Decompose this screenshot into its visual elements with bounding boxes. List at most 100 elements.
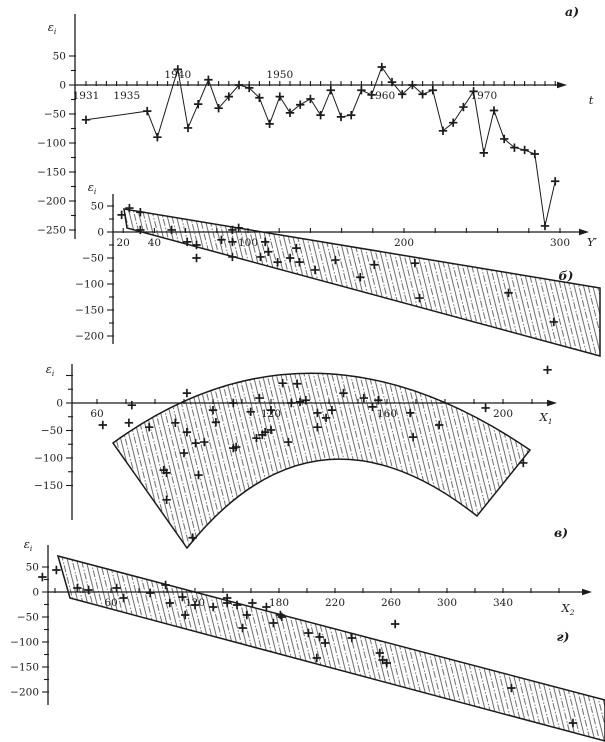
data-point-marker [136,225,145,235]
data-point-marker [161,580,170,590]
x-tick-label: 60 [90,408,103,420]
x-tick-label: 220 [325,597,345,609]
x-tick-label: 40 [148,237,161,249]
x-tick-label: 200 [493,408,513,420]
x-tick-label: 1960 [368,90,395,102]
y-tick-label: −150 [10,662,39,674]
data-point-marker [519,458,528,468]
data-point-marker [255,93,264,102]
data-point-marker [500,134,509,144]
x-tick-label: 160 [377,408,397,420]
data-point-marker [549,317,558,327]
x-axis-label: Y′ [587,235,598,249]
data-point-marker [234,223,243,233]
data-point-marker [143,106,152,116]
y-tick-label: −150 [34,480,63,492]
data-point-marker [232,442,241,452]
data-point-marker [208,405,218,415]
data-point-marker [321,638,330,648]
y-axis-label: εi [24,537,33,553]
x-axis-arrow-icon [557,81,567,89]
data-point-marker [84,585,93,595]
x-tick-label: 1935 [113,90,140,102]
x-axis-label: t [589,93,594,107]
data-point-marker [284,437,293,447]
data-point-marker [278,379,287,388]
scatter-points [38,565,578,728]
y-tick-label: 0 [32,587,39,599]
confidence-band-fill [58,556,605,741]
x-axis-label: X2 [561,601,575,617]
data-point-marker [327,405,337,415]
x-tick-label: 1970 [470,90,497,102]
data-point-marker [370,260,379,269]
data-point-marker [228,252,237,262]
data-point-marker [375,648,384,658]
panel-a: 50 0 −50 −100 −150 −200 −250 1931 1935 1940 1950 19… [37,4,594,239]
data-point-marker [285,253,295,263]
data-point-marker [295,397,305,407]
data-point-marker [256,252,265,262]
data-point-marker [178,592,187,602]
data-point-marker [73,583,82,593]
data-point-marker [273,257,282,267]
x-tick-label: 340 [493,597,513,609]
data-point-marker [507,683,516,693]
data-point-marker [171,418,180,427]
data-point-marker [312,653,321,663]
data-point-marker [331,255,340,265]
data-point-marker [469,87,478,96]
data-point-marker [228,237,237,247]
data-point-marker [287,398,296,408]
data-point-marker [540,221,550,231]
data-point-marker [359,393,368,403]
x-tick-label: 1931 [73,90,100,102]
data-point-marker [551,177,560,186]
data-point-marker [190,600,200,610]
y-axis-label: εi [88,180,97,196]
x-axis-arrow-icon [579,228,589,236]
data-point-marker [229,398,238,408]
data-point-marker [481,403,490,413]
data-point-marker [418,90,427,99]
data-point-marker [228,225,237,235]
panel-letter: а) [565,4,579,19]
residual-series-markers [81,62,560,231]
data-point-marker [260,237,270,247]
data-point-marker [479,148,488,158]
x-tick-label: 20 [117,237,130,249]
data-point-marker [98,420,107,430]
data-point-marker [182,427,192,437]
data-point-marker [504,288,513,298]
y-tick-label: −150 [75,305,104,317]
y-tick-label: −150 [37,167,66,179]
data-point-marker [459,102,468,112]
y-tick-label: −100 [75,279,104,291]
scatter-points [98,379,528,542]
data-point-marker [326,86,335,95]
panel-b: 50 0 −50 −100 −150 −200 20 40 100 200 300 εi Y′ б) [75,180,601,374]
y-axis-label: εi [46,362,55,378]
data-point-marker [339,388,348,398]
y-tick-label: −200 [37,196,66,208]
y-tick-label: −250 [37,225,66,237]
confidence-band-outline [123,208,601,357]
data-point-marker [179,448,189,458]
data-point-marker [191,438,200,448]
data-point-marker [292,379,302,388]
data-point-marker [232,600,242,610]
y-tick-label: 50 [26,562,39,574]
panel-letter: г) [557,629,570,644]
data-point-marker [165,598,174,608]
y-tick-label: −100 [10,637,39,649]
data-point-marker [182,237,192,247]
data-point-marker [209,602,218,612]
data-point-marker [266,405,276,415]
data-point-marker [162,495,171,504]
data-point-marker [357,86,366,95]
y-tick-label: 0 [56,398,63,410]
data-point-marker [153,133,162,142]
data-point-marker [295,257,304,267]
y-tick-label: −50 [41,425,63,437]
